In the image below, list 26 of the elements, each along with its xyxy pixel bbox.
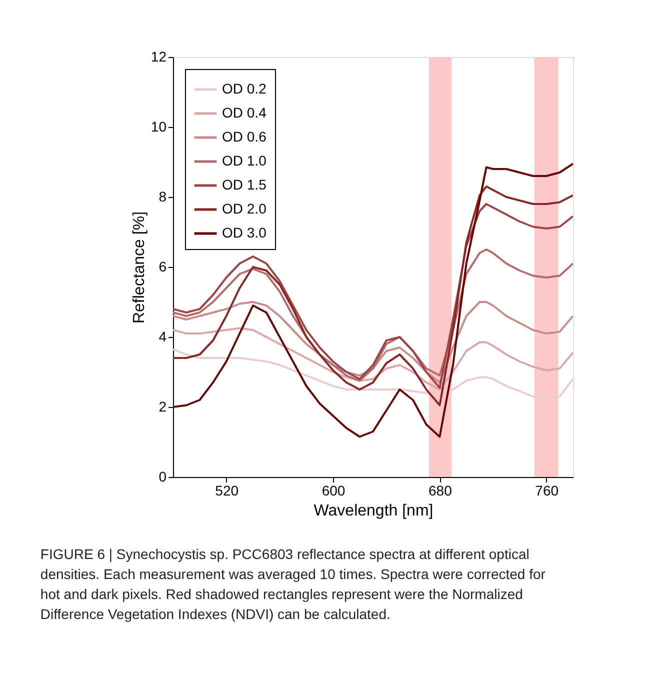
line-series (173, 301, 573, 384)
x-tick-label: 520 (215, 482, 239, 498)
y-tick-label: 4 (158, 328, 167, 344)
legend-label: OD 1.0 (222, 152, 267, 168)
y-tick-label: 0 (158, 468, 167, 484)
line-series (173, 248, 573, 382)
legend-label: OD 0.6 (222, 128, 267, 144)
x-tick-label: 680 (428, 482, 452, 498)
x-tick-label: 600 (322, 482, 346, 498)
legend-label: OD 0.4 (222, 104, 267, 120)
y-tick-label: 2 (158, 398, 167, 414)
line-series (173, 348, 573, 400)
legend-label: OD 3.0 (222, 224, 267, 240)
legend-label: OD 2.0 (222, 200, 267, 216)
line-series (173, 203, 573, 389)
x-tick-label: 760 (535, 482, 559, 498)
legend-label: OD 1.5 (222, 176, 267, 192)
caption: FIGURE 6 | Synechocystis sp. PCC6803 reflectance spectra at different optical densities. Each measurement was averaged 10 times. Spectra were corrected for hot and dark pixels. Red shadowed rectangles represent were the Normalized Difference Vegetation Indexes (NDVI) can be calculated. (40, 546, 546, 622)
y-tick-label: 8 (158, 188, 167, 204)
legend-label: OD 0.2 (222, 80, 267, 96)
x-axis-title: Wavelength [nm] (314, 502, 434, 520)
y-axis-title: Reflectance [%] (130, 211, 148, 324)
y-tick-label: 12 (150, 48, 167, 64)
y-tick-label: 6 (158, 258, 167, 274)
y-tick-label: 10 (150, 118, 167, 134)
line-series (173, 327, 573, 390)
